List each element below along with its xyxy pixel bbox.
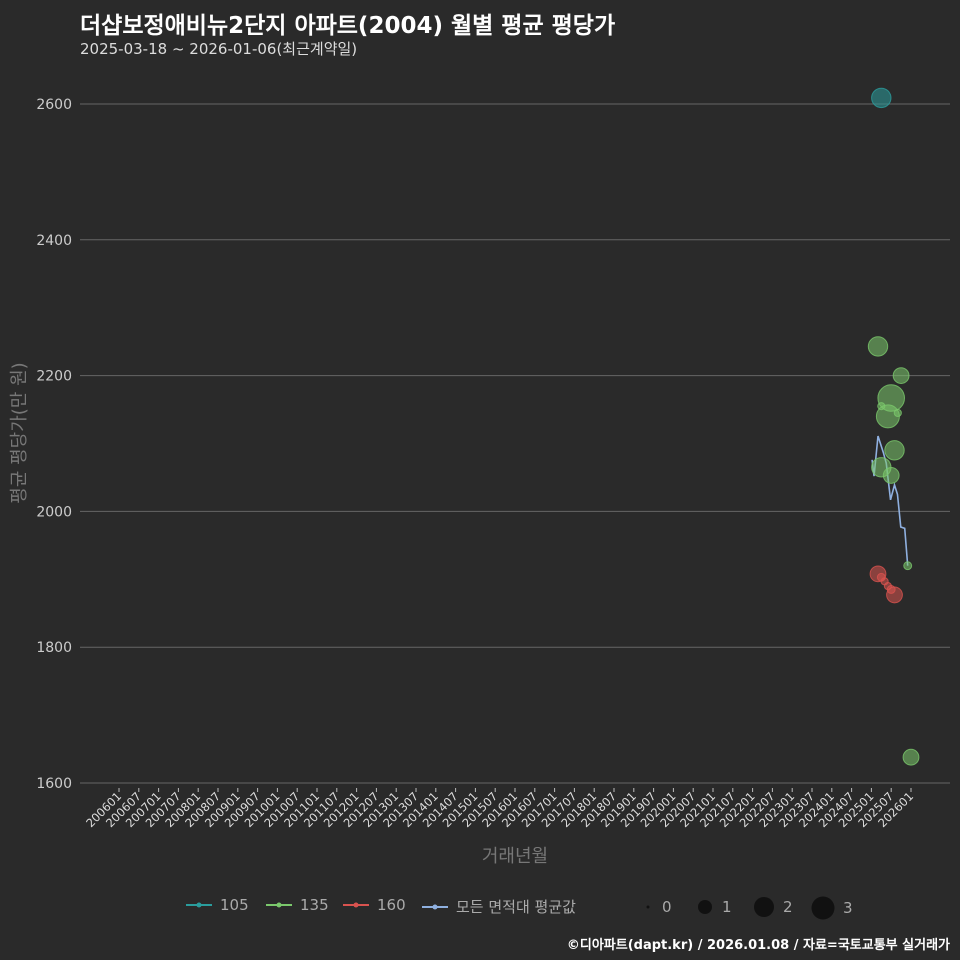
average-line [871,435,909,566]
chart-subtitle: 2025-03-18 ~ 2026-01-06(최근계약일) [80,40,358,58]
y-tick-label: 1600 [36,776,72,792]
data-point-135 [903,561,913,571]
legend-label: 135 [300,896,329,914]
data-point-135 [882,467,900,484]
data-point-135 [867,336,889,357]
data-point-135 [884,440,905,461]
y-tick-label: 2000 [36,504,72,520]
data-point-135 [902,748,920,766]
data-point-135 [892,367,910,385]
legend-item-160: 160 [343,896,406,914]
data-point-160 [886,586,903,604]
chart-title: 더샵보정애비뉴2단지 아파트(2004) 월별 평균 평당가 [80,13,616,39]
legend-item-135: 135 [266,896,329,914]
caption: ©디아파트(dapt.kr) / 2026.01.08 / 자료=국토교통부 실… [566,938,950,953]
size-legend-3: 3 [811,896,853,920]
legend-item-average: 모든 면적대 평균값 [422,896,576,917]
y-axis-label: 평균 평당가(만 원) [9,362,30,504]
y-tick-label: 2600 [36,97,72,113]
legend-label: 160 [377,896,406,914]
size-legend-0: 0 [642,896,672,918]
x-axis-label: 거래년월 [481,846,549,867]
legend-label: 모든 면적대 평균값 [456,898,576,916]
size-legend-2: 2 [753,896,793,918]
y-tick-label: 1800 [36,640,72,656]
data-point-105 [871,87,892,109]
legend-item-105: 105 [186,896,249,914]
size-legend-1: 1 [696,896,732,918]
data-point-135 [893,408,902,418]
y-tick-label: 2200 [36,369,72,385]
legend-label: 105 [220,896,249,914]
y-tick-label: 2400 [36,233,72,249]
